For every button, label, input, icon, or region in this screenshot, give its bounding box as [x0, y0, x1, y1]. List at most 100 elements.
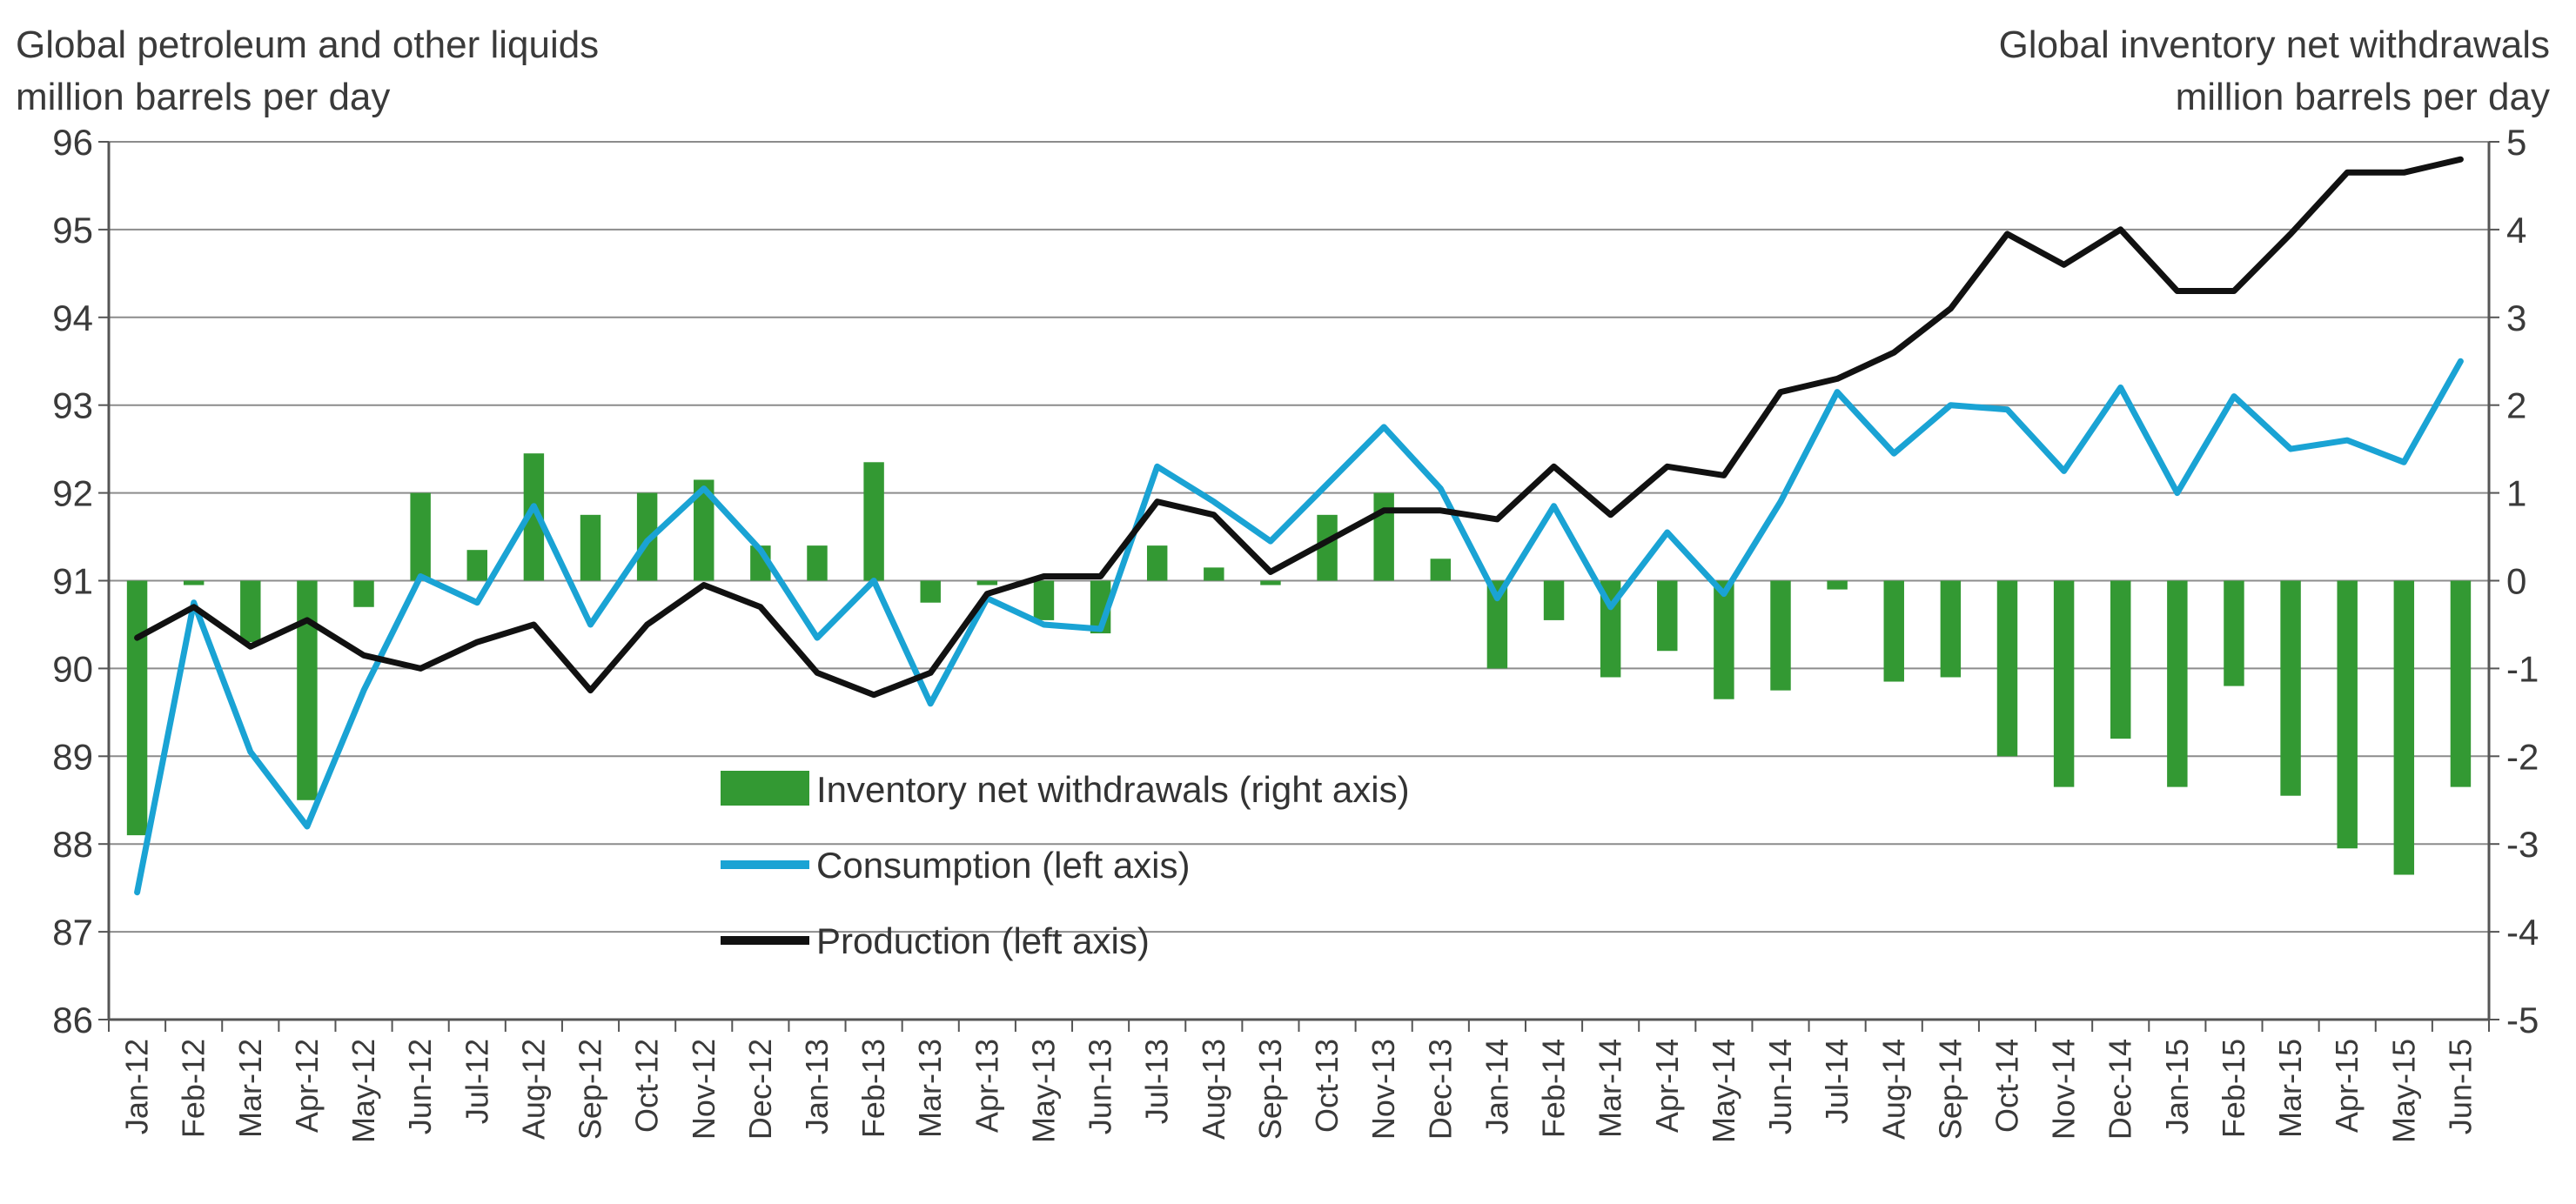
x-tick-label: Mar-15 [2272, 1039, 2308, 1138]
right-tick-label: -4 [2506, 912, 2539, 953]
gridlines [109, 141, 2489, 1020]
bar-Jun-14 [1770, 580, 1791, 691]
x-tick-label: May-15 [2385, 1039, 2421, 1143]
bar-May-12 [353, 580, 374, 607]
bar-Jan-15 [2167, 580, 2188, 787]
left-tick-label: 94 [52, 298, 93, 338]
axes [98, 141, 2499, 1032]
right-tick-label: 4 [2506, 210, 2526, 251]
x-tick-label: Jan-13 [799, 1039, 835, 1134]
right-tick-label: -3 [2506, 824, 2539, 865]
bar-Nov-14 [2053, 580, 2075, 787]
left-tick-label: 96 [52, 122, 93, 163]
bar-Apr-13 [976, 580, 998, 585]
legend-label-inventory: Inventory net withdrawals (right axis) [816, 769, 1410, 810]
bar-Jun-15 [2450, 580, 2472, 787]
x-tick-label: Feb-13 [855, 1039, 891, 1138]
x-tick-label: Feb-14 [1536, 1039, 1572, 1138]
bar-Jul-13 [1146, 545, 1168, 581]
right-axis-title-line2: million barrels per day [2176, 76, 2550, 118]
bar-Jun-12 [410, 492, 431, 581]
legend-swatch-inventory [721, 771, 809, 806]
x-tick-label: Jun-12 [402, 1039, 438, 1134]
x-tick-label: Jan-14 [1479, 1039, 1514, 1134]
right-axis-title-line1: Global inventory net withdrawals [1999, 23, 2550, 66]
left-tick-label: 86 [52, 1000, 93, 1040]
bar-Jul-12 [466, 550, 487, 581]
right-tick-label: -5 [2506, 1000, 2539, 1040]
x-tick-label: Oct-14 [1989, 1039, 2024, 1133]
x-tick-label: May-13 [1025, 1039, 1061, 1143]
x-tick-label: Dec-13 [1422, 1039, 1458, 1140]
right-tick-label: -2 [2506, 736, 2539, 777]
x-tick-label: Nov-14 [2046, 1039, 2082, 1140]
x-tick-label: Jun-14 [1762, 1039, 1798, 1134]
right-tick-label: 2 [2506, 385, 2526, 426]
left-tick-label: 92 [52, 473, 93, 514]
x-tick-label: Feb-15 [2216, 1039, 2251, 1138]
left-axis-title-line1: Global petroleum and other liquids [16, 23, 599, 66]
bar-Feb-15 [2224, 580, 2244, 686]
bar-Apr-14 [1657, 580, 1678, 652]
x-tick-label: Jul-12 [459, 1039, 494, 1124]
bar-Feb-13 [863, 462, 884, 581]
bar-May-13 [1033, 580, 1055, 620]
x-tick-label: Jun-15 [2442, 1039, 2478, 1134]
left-tick-label: 90 [52, 648, 93, 689]
bar-Jan-13 [807, 545, 828, 581]
bar-Mar-15 [2280, 580, 2301, 796]
bar-Apr-15 [2337, 580, 2358, 849]
legend-label-consumption: Consumption (left axis) [816, 845, 1191, 886]
left-tick-label: 87 [52, 912, 93, 953]
x-tick-label: Oct-13 [1309, 1039, 1345, 1133]
bar-Nov-13 [1373, 492, 1394, 581]
bar-Oct-14 [1996, 580, 2018, 757]
bar-Sep-13 [1260, 580, 1281, 585]
x-tick-label: Sep-12 [573, 1039, 608, 1140]
left-tick-label: 95 [52, 210, 93, 251]
x-tick-label: Sep-14 [1932, 1039, 1968, 1140]
x-tick-label: Jun-13 [1083, 1039, 1118, 1134]
bar-Dec-14 [2110, 580, 2131, 739]
bar-May-15 [2393, 580, 2415, 875]
consumption-line [134, 358, 2464, 896]
x-tick-label: Jul-13 [1139, 1039, 1175, 1124]
x-tick-label: May-14 [1706, 1039, 1741, 1143]
x-tick-label: Nov-13 [1365, 1039, 1401, 1140]
x-tick-label: Aug-12 [515, 1039, 551, 1140]
left-tick-label: 93 [52, 385, 93, 426]
x-tick-label: Nov-12 [686, 1039, 721, 1140]
bar-Oct-13 [1317, 514, 1338, 581]
bar-May-14 [1714, 580, 1734, 699]
legend: Inventory net withdrawals (right axis) C… [721, 769, 1410, 961]
x-tick-label: Dec-14 [2103, 1039, 2138, 1140]
x-tick-label: Apr-12 [289, 1039, 325, 1133]
bar-Mar-13 [920, 580, 941, 603]
x-tick-label: Apr-15 [2329, 1039, 2365, 1133]
x-tick-label: Mar-13 [912, 1039, 948, 1138]
x-tick-label: Mar-14 [1593, 1039, 1628, 1138]
x-tick-label: Apr-13 [969, 1039, 1004, 1133]
right-tick-label: 5 [2506, 122, 2526, 163]
bar-Aug-14 [1883, 580, 1904, 682]
x-tick-label: Jan-12 [119, 1039, 155, 1134]
bar-Oct-12 [636, 492, 658, 581]
x-tick-label: Feb-12 [176, 1039, 211, 1138]
bar-Apr-12 [297, 580, 318, 800]
x-axis-ticks: Jan-12 Feb-12 Mar-12 Apr-12 May-12 Jun-12 Jul-… [119, 1039, 2479, 1143]
left-tick-label: 88 [52, 824, 93, 865]
bar-Feb-12 [183, 580, 205, 585]
bar-Aug-12 [523, 453, 545, 581]
bar-Sep-12 [580, 514, 601, 581]
left-tick-label: 91 [52, 561, 93, 602]
bar-Feb-14 [1543, 580, 1565, 620]
right-tick-label: 3 [2506, 298, 2526, 338]
x-tick-label: Aug-14 [1875, 1039, 1911, 1140]
production-line [134, 156, 2464, 699]
x-tick-label: Oct-12 [629, 1039, 665, 1133]
bar-Sep-14 [1940, 580, 1962, 678]
bar-Jan-14 [1486, 580, 1508, 669]
bar-Jan-12 [126, 580, 148, 836]
bar-Jul-14 [1827, 580, 1848, 590]
